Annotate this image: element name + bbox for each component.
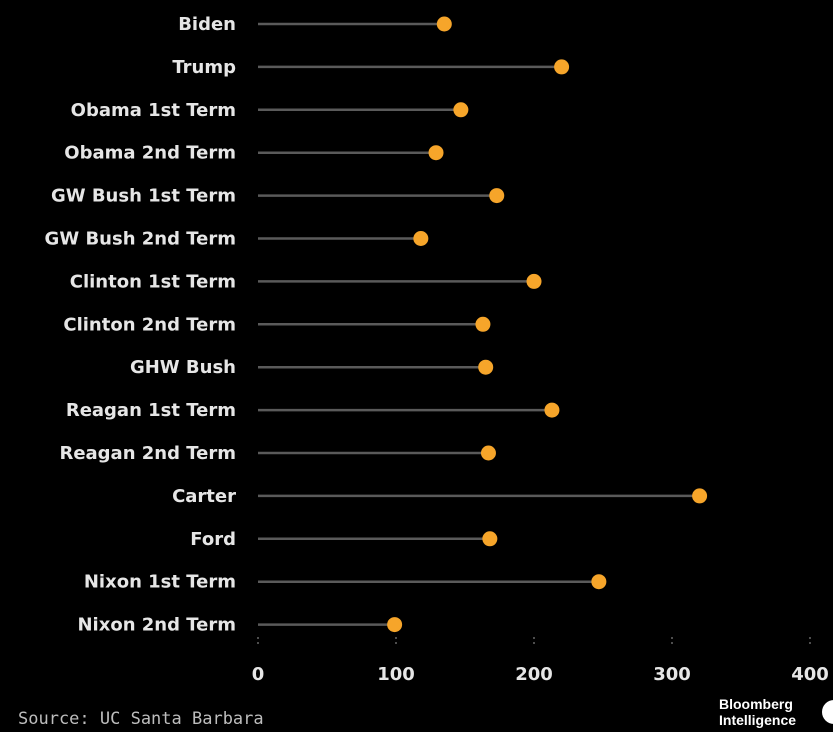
marker-clinton-1st-term: [526, 273, 542, 289]
brand-mark-icon: [822, 700, 833, 724]
lollipop-chart: Biden Trump Obama 1st Term Obama 2nd Term GW…: [45, 14, 829, 685]
marker-carter: [692, 488, 708, 504]
brand-line-1: Bloomberg: [719, 696, 793, 712]
category-label-obama-2nd-term: Obama 2nd Term: [64, 143, 236, 164]
category-label-clinton-2nd-term: Clinton 2nd Term: [63, 314, 236, 335]
category-label-gw-bush-1st-term: GW Bush 1st Term: [51, 186, 236, 207]
category-label-clinton-1st-term: Clinton 1st Term: [70, 271, 236, 292]
category-label-biden: Biden: [178, 14, 236, 35]
category-label-nixon-1st-term: Nixon 1st Term: [84, 572, 236, 593]
category-label-trump: Trump: [172, 57, 236, 78]
source-note: Source: UC Santa Barbara: [18, 709, 264, 729]
x-tick-label-200: 200: [515, 664, 553, 685]
category-labels: Biden Trump Obama 1st Term Obama 2nd Term GW…: [45, 14, 237, 636]
marker-ford: [482, 531, 498, 547]
bloomberg-intelligence-logo: Bloomberg Intelligence: [719, 696, 796, 728]
category-label-carter: Carter: [172, 486, 236, 507]
x-tick-label-300: 300: [653, 664, 691, 685]
marker-nixon-1st-term: [591, 574, 607, 590]
marker-clinton-2nd-term: [475, 316, 491, 332]
marker-nixon-2nd-term: [387, 617, 403, 633]
stems: [258, 22, 700, 626]
x-tick-label-100: 100: [377, 664, 415, 685]
x-tick-label-0: 0: [252, 664, 265, 685]
marker-obama-2nd-term: [428, 145, 444, 161]
category-label-reagan-2nd-term: Reagan 2nd Term: [59, 443, 236, 464]
x-axis: 0 100 200 300 400: [252, 637, 829, 685]
category-label-ford: Ford: [190, 529, 236, 550]
category-label-gw-bush-2nd-term: GW Bush 2nd Term: [45, 229, 236, 250]
marker-gw-bush-1st-term: [489, 188, 505, 204]
x-tick-label-400: 400: [791, 664, 829, 685]
marker-ghw-bush: [478, 359, 494, 375]
marker-gw-bush-2nd-term: [413, 231, 429, 246]
category-label-ghw-bush: GHW Bush: [130, 357, 236, 378]
category-label-reagan-1st-term: Reagan 1st Term: [66, 400, 236, 421]
marker-reagan-1st-term: [544, 402, 560, 418]
markers: [387, 16, 708, 633]
marker-reagan-2nd-term: [480, 445, 496, 461]
brand-line-2: Intelligence: [719, 712, 797, 728]
marker-trump: [554, 59, 570, 75]
category-label-nixon-2nd-term: Nixon 2nd Term: [77, 615, 236, 636]
marker-biden: [436, 16, 452, 32]
category-label-obama-1st-term: Obama 1st Term: [71, 100, 236, 121]
marker-obama-1st-term: [453, 102, 469, 118]
